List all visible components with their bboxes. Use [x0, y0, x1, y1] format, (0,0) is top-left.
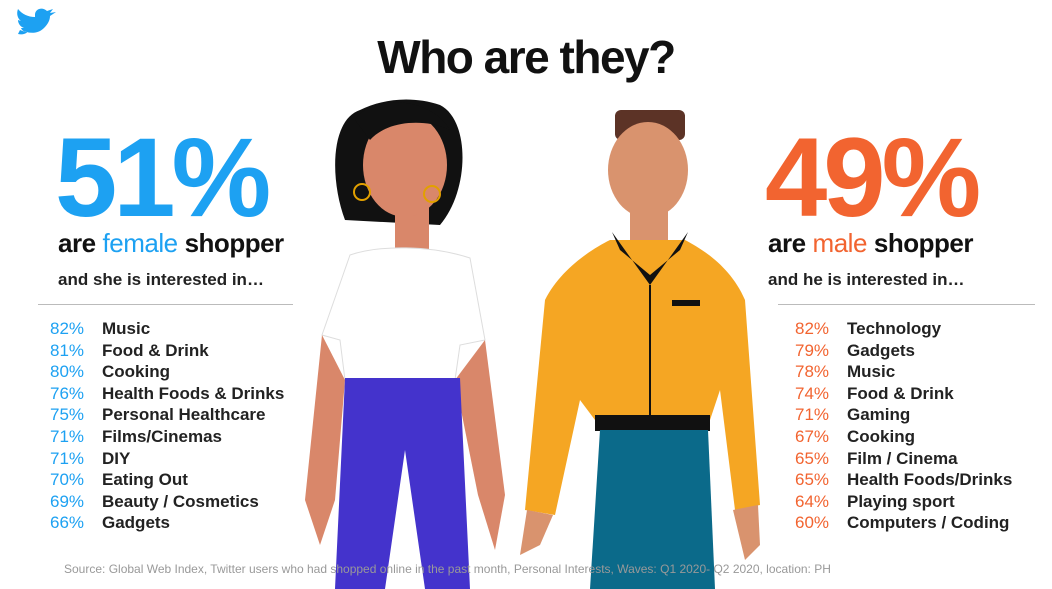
interest-percent: 82%: [795, 319, 830, 338]
interest-label: Personal Healthcare: [102, 405, 266, 425]
interest-label: Playing sport: [847, 491, 955, 511]
subtitle-part: female: [102, 228, 179, 258]
interest-label: Technology: [847, 319, 942, 338]
interest-row: 60% Computers / Coding: [795, 512, 1035, 534]
interest-row: 71% DIY: [50, 448, 290, 470]
interest-label: Computers / Coding: [847, 513, 1010, 533]
interest-percent: 71%: [50, 448, 85, 468]
intro: and she is interested in…: [58, 270, 264, 289]
twitter-logo: [17, 8, 56, 35]
man-figure: [520, 110, 760, 589]
interest-row: 82% Music: [50, 318, 290, 340]
intro: and he is interested in…: [768, 270, 965, 289]
big-percent: 49%: [765, 115, 981, 240]
interest-row: 71% Gaming: [795, 404, 1035, 426]
interest-percent: 81%: [50, 340, 85, 360]
interest-percent: 70%: [50, 470, 85, 490]
interest-label: Music: [102, 319, 151, 338]
interest-percent: 80%: [50, 362, 85, 382]
subtitle-part: shopper: [873, 228, 974, 258]
interest-row: 66% Gadgets: [50, 512, 290, 534]
divider: [778, 304, 1035, 305]
source-note: Source: Global Web Index, Twitter users …: [64, 562, 831, 576]
interest-percent: 71%: [50, 427, 85, 446]
interest-row: 74% Food & Drink: [795, 383, 1035, 405]
interest-row: 80% Cooking: [50, 361, 290, 383]
interest-label: Music: [847, 362, 896, 382]
interest-row: 76% Health Foods & Drinks: [50, 383, 290, 405]
interest-label: Cooking: [102, 362, 170, 382]
interest-label: Food & Drink: [847, 383, 954, 403]
interest-label: Health Foods/Drinks: [847, 470, 1013, 490]
interest-row: 75% Personal Healthcare: [50, 404, 290, 426]
interest-percent: 65%: [795, 448, 830, 468]
interest-percent: 69%: [50, 491, 85, 511]
interest-row: 82% Technology: [795, 318, 1035, 340]
interest-label: Cooking: [847, 427, 915, 446]
interest-percent: 64%: [795, 491, 830, 511]
big-percent: 51%: [55, 115, 271, 240]
interest-label: Film / Cinema: [847, 448, 958, 468]
interest-label: Eating Out: [102, 470, 188, 490]
interest-row: 64% Playing sport: [795, 491, 1035, 513]
subtitle: are female shopper: [58, 228, 291, 259]
interest-percent: 67%: [795, 427, 830, 446]
title: Who are they?: [377, 31, 676, 83]
interest-label: Gadgets: [847, 340, 916, 360]
interest-label: Gaming: [847, 405, 911, 425]
interest-row: 78% Music: [795, 361, 1035, 383]
subtitle-part: shopper: [184, 228, 285, 258]
interest-row: 65% Film / Cinema: [795, 448, 1035, 470]
interest-percent: 71%: [795, 405, 830, 425]
interest-label: Food & Drink: [102, 340, 209, 360]
interest-row: 70% Eating Out: [50, 469, 290, 491]
interest-percent: 82%: [50, 319, 85, 338]
interest-percent: 74%: [795, 383, 830, 403]
interest-percent: 78%: [795, 362, 830, 382]
interest-row: 67% Cooking: [795, 426, 1035, 448]
woman-figure: [305, 99, 505, 589]
interest-row: 65% Health Foods/Drinks: [795, 469, 1035, 491]
interest-row: 71% Films/Cinemas: [50, 426, 290, 448]
interest-percent: 66%: [50, 513, 85, 533]
interest-label: Health Foods & Drinks: [102, 383, 285, 403]
subtitle-part: are: [58, 228, 96, 258]
subtitle-part: male: [812, 228, 868, 258]
interest-percent: 60%: [795, 513, 830, 533]
interest-label: Films/Cinemas: [102, 427, 222, 446]
interest-percent: 75%: [50, 405, 85, 425]
interest-row: 79% Gadgets: [795, 340, 1035, 362]
interest-percent: 65%: [795, 470, 830, 490]
interest-percent: 79%: [795, 340, 830, 360]
interest-label: DIY: [102, 448, 131, 468]
interest-row: 69% Beauty / Cosmetics: [50, 491, 290, 513]
interest-percent: 76%: [50, 383, 85, 403]
interest-label: Beauty / Cosmetics: [102, 491, 259, 511]
subtitle: are male shopper: [768, 228, 980, 259]
interest-row: 81% Food & Drink: [50, 340, 290, 362]
subtitle-part: are: [768, 228, 806, 258]
interest-label: Gadgets: [102, 513, 171, 533]
divider: [38, 304, 293, 305]
